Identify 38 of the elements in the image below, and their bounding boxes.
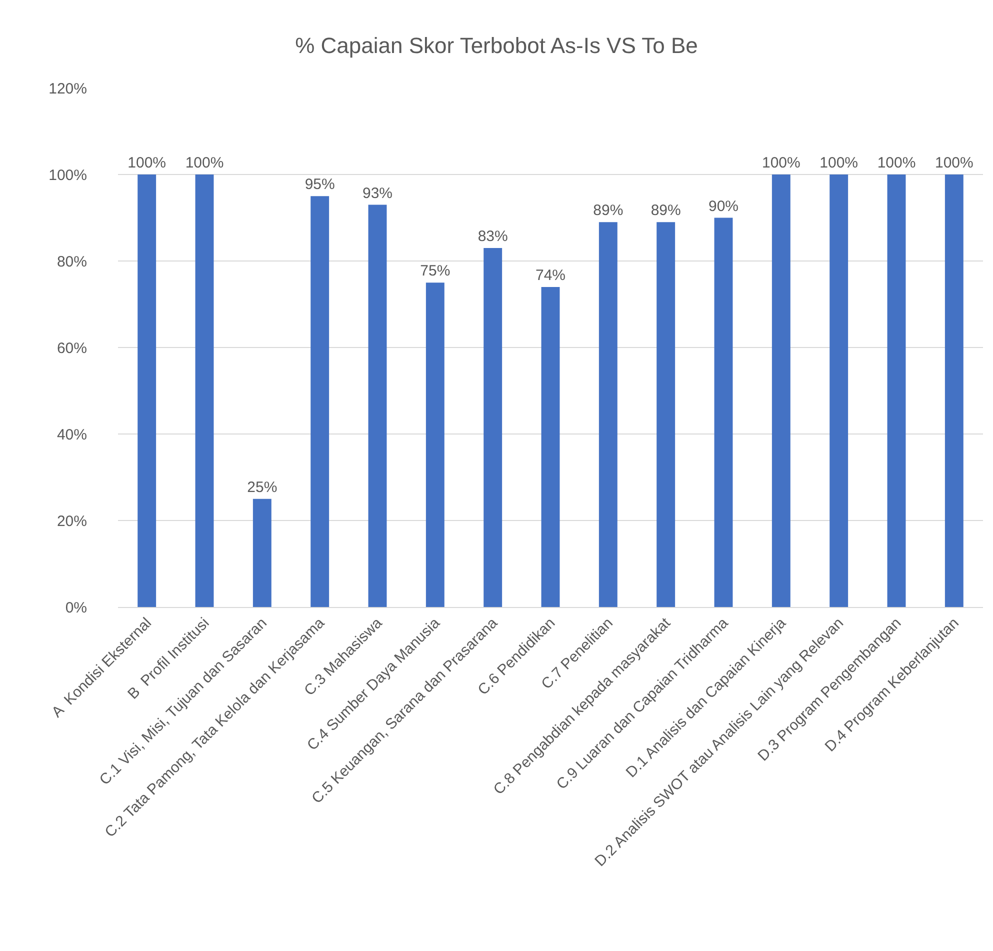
bar <box>541 286 560 607</box>
bar <box>426 282 444 607</box>
data-label: 74% <box>535 266 566 284</box>
data-label: 90% <box>708 198 739 215</box>
data-label: 100% <box>762 154 800 172</box>
bar <box>138 174 156 607</box>
y-tick-label: 20% <box>56 512 87 530</box>
data-label: 89% <box>650 202 681 220</box>
data-label: 95% <box>304 176 335 194</box>
data-label: 89% <box>593 202 624 220</box>
bar <box>830 174 848 607</box>
y-tick-label: 80% <box>56 253 87 270</box>
bar <box>598 222 618 607</box>
data-label: 100% <box>185 154 224 172</box>
y-tick-label: 60% <box>56 340 87 357</box>
bar <box>310 196 330 607</box>
y-tick-label: 0% <box>65 599 87 616</box>
chart-title: % Capaian Skor Terbobot As-Is VS To Be <box>295 33 698 58</box>
data-label: 100% <box>820 154 858 172</box>
data-label: 83% <box>478 228 508 246</box>
data-label: 100% <box>128 154 166 172</box>
bar <box>195 174 214 607</box>
data-label: 100% <box>877 154 916 172</box>
bar <box>772 174 790 607</box>
bar <box>656 222 676 607</box>
data-label: 75% <box>420 262 450 280</box>
y-tick-label: 40% <box>56 426 87 444</box>
y-tick-label: 120% <box>48 80 87 98</box>
y-tick-label: 100% <box>48 166 87 184</box>
bar <box>887 174 906 607</box>
data-label: 100% <box>934 154 974 172</box>
bar <box>484 248 502 607</box>
bar <box>368 204 387 607</box>
bar <box>714 218 733 607</box>
bar <box>944 174 964 607</box>
bar <box>252 498 272 607</box>
data-label: 93% <box>362 184 393 202</box>
data-label: 25% <box>247 478 278 496</box>
